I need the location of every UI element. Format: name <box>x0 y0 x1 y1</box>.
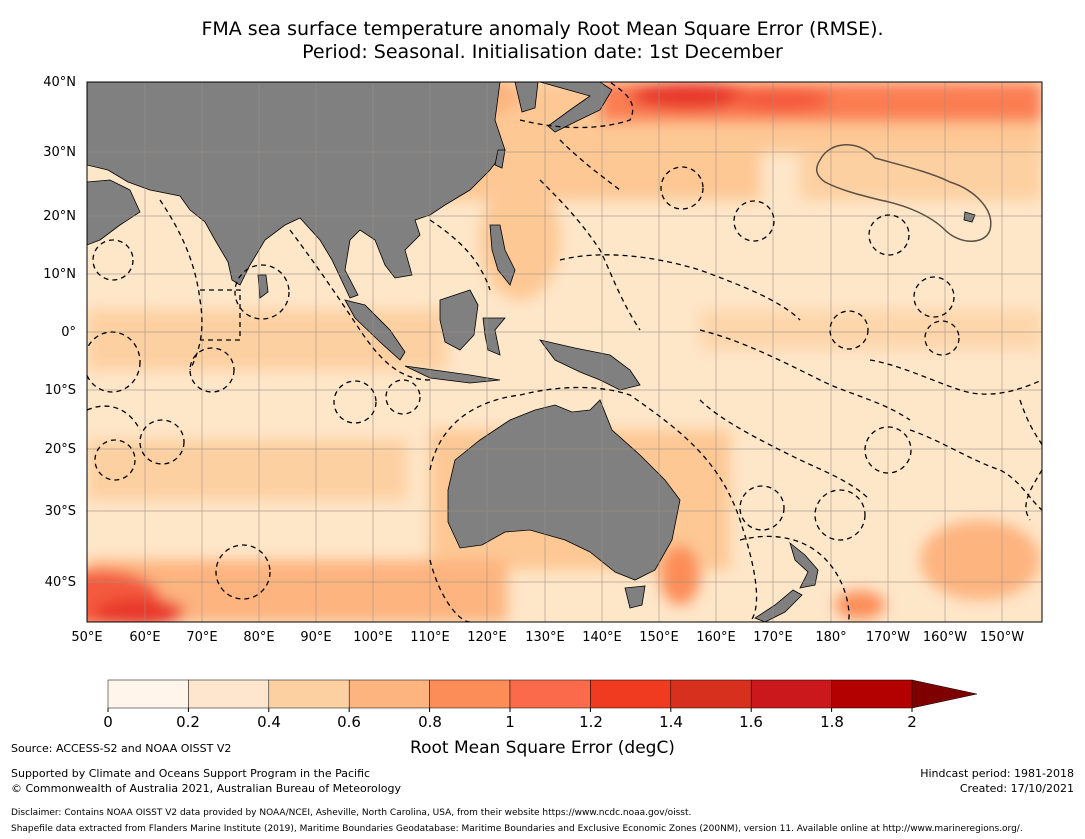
java-landmass <box>404 365 501 384</box>
lat-label-40s: 40°S <box>44 575 76 590</box>
lat-label-30s: 30°S <box>44 504 76 519</box>
lon-label-160w: 160°W <box>922 630 968 645</box>
colorbar-tick: 1 <box>505 713 515 731</box>
source-text: Source: ACCESS-S2 and NOAA OISST V2 <box>11 742 232 755</box>
colorbar-tick: 0 <box>103 713 113 731</box>
colorbar-segment <box>348 679 430 709</box>
korea-landmass <box>514 82 539 113</box>
colorbar-tick: 1.2 <box>579 713 603 731</box>
lat-label-40n: 40°N <box>43 75 76 90</box>
colorbar-segment <box>429 679 511 709</box>
borneo-landmass <box>439 289 479 351</box>
arabia-landmass <box>87 179 141 246</box>
graticule <box>87 82 1042 622</box>
lon-label-80e: 80°E <box>243 630 275 645</box>
colorbar-tick: 1.4 <box>659 713 683 731</box>
copyright-text: © Commonwealth of Australia 2021, Austra… <box>11 782 401 795</box>
lat-label-0: 0° <box>61 325 76 340</box>
map-frame <box>86 81 1043 623</box>
colorbar-segment <box>107 679 189 709</box>
lon-label-170w: 170°W <box>865 630 911 645</box>
philippines-landmass <box>489 224 516 286</box>
sumatra-landmass <box>344 299 406 361</box>
asia-landmass <box>87 82 506 299</box>
colorbar-segment <box>188 679 270 709</box>
created-date-text: Created: 17/10/2021 <box>959 782 1074 795</box>
lon-label-100e: 100°E <box>353 630 393 645</box>
colorbar-tick: 0.2 <box>176 713 200 731</box>
lon-label-160e: 160°E <box>696 630 736 645</box>
colorbar-segment <box>268 679 350 709</box>
lon-label-150w: 150°W <box>979 630 1025 645</box>
lon-label-130e: 130°E <box>525 630 565 645</box>
lon-label-60e: 60°E <box>129 630 161 645</box>
lon-label-110e: 110°E <box>410 630 450 645</box>
lon-label-180: 180° <box>815 630 847 645</box>
colorbar-tick: 0.6 <box>337 713 361 731</box>
new-zealand-north-landmass <box>789 541 819 589</box>
lon-label-150e: 150°E <box>639 630 679 645</box>
support-text: Supported by Climate and Oceans Support … <box>11 767 371 780</box>
colorbar-tick: 2 <box>907 713 917 731</box>
colorbar-segment <box>509 679 591 709</box>
lat-label-10s: 10°S <box>44 383 76 398</box>
hindcast-period-text: Hindcast period: 1981-2018 <box>920 767 1074 780</box>
tasmania-landmass <box>624 585 646 609</box>
colorbar-segment <box>590 679 672 709</box>
lat-label-20n: 20°N <box>43 209 76 224</box>
australia-landmass <box>447 399 681 581</box>
colorbar <box>107 679 978 712</box>
colorbar-tick: 1.6 <box>739 713 763 731</box>
lon-label-70e: 70°E <box>186 630 218 645</box>
colorbar-segment <box>831 679 913 709</box>
sulawesi-landmass <box>482 317 506 356</box>
taiwan-landmass <box>494 149 506 169</box>
new-guinea-landmass <box>539 339 641 391</box>
lon-label-170e: 170°E <box>753 630 793 645</box>
colorbar-segment <box>750 679 832 709</box>
lon-label-90e: 90°E <box>300 630 332 645</box>
colorbar-tick: 0.4 <box>257 713 281 731</box>
colorbar-tick: 0.8 <box>418 713 442 731</box>
colorbar-label: Root Mean Square Error (degC) <box>410 738 675 758</box>
lat-label-20s: 20°S <box>44 442 76 457</box>
protected-area-outline <box>815 144 992 242</box>
land <box>87 82 976 622</box>
colorbar-segment <box>670 679 752 709</box>
lat-label-30n: 30°N <box>43 145 76 160</box>
disclaimer-text: Disclaimer: Contains NOAA OISST V2 data … <box>11 808 692 818</box>
chart-title-line1: FMA sea surface temperature anomaly Root… <box>201 18 884 40</box>
lon-label-120e: 120°E <box>467 630 507 645</box>
chart-title-line2: Period: Seasonal. Initialisation date: 1… <box>302 41 783 63</box>
shapefile-credit-text: Shapefile data extracted from Flanders M… <box>11 824 1023 834</box>
hawaii-landmass <box>963 211 976 223</box>
colorbar-tick: 1.8 <box>820 713 844 731</box>
lon-label-50e: 50°E <box>71 630 103 645</box>
new-zealand-south-landmass <box>754 589 803 622</box>
colorbar-extend-arrow <box>911 679 978 709</box>
eez-boundaries <box>87 82 1042 622</box>
lat-label-10n: 10°N <box>43 267 76 282</box>
lon-label-140e: 140°E <box>582 630 622 645</box>
